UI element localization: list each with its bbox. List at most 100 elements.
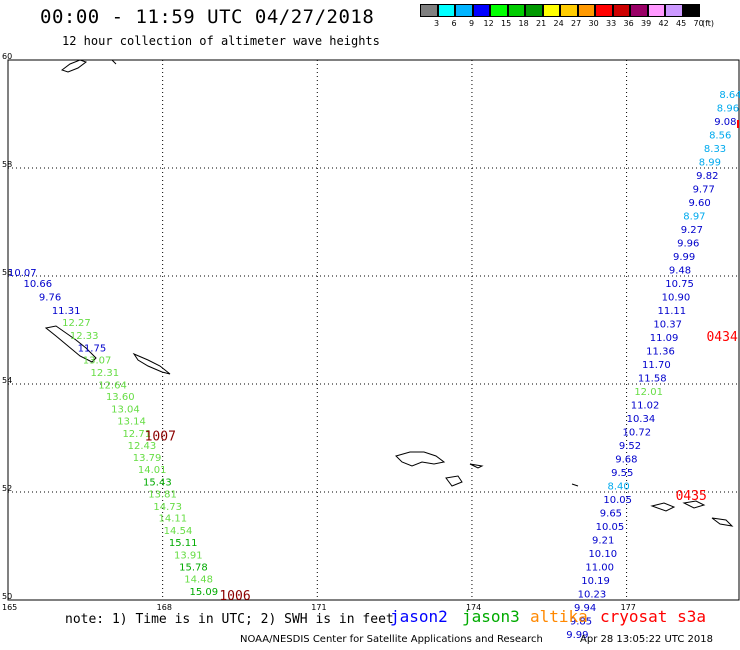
legend-swatch (682, 4, 700, 17)
wave-height-label: 9.55 (611, 468, 633, 479)
legend-label: 6 (451, 19, 457, 28)
wave-height-label: 13.14 (117, 417, 146, 428)
legend-label: 42 (658, 19, 669, 28)
wave-height-label: 13.60 (106, 392, 135, 403)
wave-height-label: 11.75 (78, 344, 107, 355)
wave-height-label: 10.10 (588, 549, 617, 560)
lat-tick-label: 58 (2, 160, 12, 169)
wave-height-label: 10.66 (23, 279, 52, 290)
wave-height-label: 9.99 (566, 630, 588, 641)
track-marker (737, 120, 739, 128)
legend-label: 36 (623, 19, 634, 28)
wave-height-label: 10.05 (596, 522, 625, 533)
wave-height-label: 8.40 (608, 481, 630, 492)
pass-time-label: 1006 (219, 589, 250, 604)
legend-label: 3 (434, 19, 440, 28)
legend-swatch (455, 4, 473, 17)
wave-height-label: 11.09 (650, 333, 679, 344)
lon-tick-label: 165 (2, 603, 17, 612)
coastline (395, 451, 446, 467)
legend-label: 70 (693, 19, 704, 28)
wave-height-label: 15.43 (143, 478, 172, 489)
wave-height-label: 9.68 (615, 454, 637, 465)
wave-height-label: 13.91 (174, 550, 203, 561)
wave-height-label: 8.99 (699, 157, 721, 168)
wave-height-label: 9.82 (696, 171, 718, 182)
wave-height-label: 10.37 (653, 319, 682, 330)
sat-jason3-label: jason3 (462, 607, 520, 626)
coastline (44, 325, 97, 363)
lon-tick-label: 168 (157, 603, 172, 612)
footer-credit: NOAA/NESDIS Center for Satellite Applica… (240, 634, 543, 645)
wave-height-label: 13.81 (148, 489, 177, 500)
legend-swatches (420, 4, 700, 17)
legend-labels: 3 6 9 12 15 18 21 24 27 30 33 36 39 42 45 70 (ft) (420, 17, 714, 29)
pass-time-label: 0435 (676, 489, 707, 504)
sat-cryosat-label: cryosat s3a (600, 607, 706, 626)
coastline (445, 475, 463, 487)
lat-tick-label: 56 (2, 268, 12, 277)
legend-label: 12 (483, 19, 494, 28)
wave-height-legend: 3 6 9 12 15 18 21 24 27 30 33 36 39 42 45 70 (ft) (420, 4, 714, 29)
legend-swatch (437, 4, 455, 17)
coastline (650, 502, 676, 512)
legend-swatch (490, 4, 508, 17)
legend-label: 9 (469, 19, 475, 28)
lat-tick-label: 52 (2, 484, 12, 493)
lat-tick-label: 54 (2, 376, 12, 385)
pass-time-label: 1007 (145, 430, 176, 445)
legend-swatch (507, 4, 525, 17)
wave-height-label: 10.23 (578, 589, 607, 600)
coastline (711, 517, 734, 527)
wave-height-label: 9.65 (600, 508, 622, 519)
wave-height-label: 15.09 (189, 587, 218, 598)
wave-height-label: 12.71 (122, 429, 151, 440)
wave-height-label: 14.54 (164, 526, 193, 537)
wave-height-label: 12.31 (90, 368, 119, 379)
legend-swatch (630, 4, 648, 17)
wave-height-label: 11.31 (52, 306, 81, 317)
wave-height-label: 9.52 (619, 441, 641, 452)
wave-height-label: 9.60 (688, 198, 710, 209)
wave-height-label: 12.27 (62, 318, 91, 329)
legend-label: 15 (501, 19, 512, 28)
lon-tick-label: 177 (621, 603, 636, 612)
wave-height-label: 9.94 (574, 603, 596, 614)
wave-height-label: 8.96 (717, 103, 739, 114)
coastline (682, 500, 706, 509)
wave-height-label: 10.72 (622, 427, 651, 438)
map-subtitle: 12 hour collection of altimeter wave hei… (62, 34, 380, 48)
wave-height-label: 14.73 (153, 502, 182, 513)
legend-label: 33 (606, 19, 617, 28)
pass-time-label: 0434 (706, 330, 737, 345)
wave-height-label: 8.56 (709, 130, 731, 141)
legend-label: 21 (536, 19, 547, 28)
wave-height-label: 12.33 (70, 331, 99, 342)
wave-height-label: 9.99 (673, 252, 695, 263)
wave-height-label: 9.96 (677, 238, 699, 249)
wave-height-label: 12.43 (128, 441, 157, 452)
wave-height-label: 15.78 (179, 562, 208, 573)
legend-label: 24 (553, 19, 564, 28)
wave-height-label: 10.07 (8, 268, 37, 279)
wave-height-label: 9.85 (570, 616, 592, 627)
coastline (571, 483, 579, 487)
legend-swatch (420, 4, 438, 17)
lat-tick-label: 60 (2, 52, 12, 61)
wave-height-label: 9.76 (39, 292, 61, 303)
lon-tick-label: 174 (466, 603, 481, 612)
wave-height-label: 10.05 (603, 495, 632, 506)
wave-height-label: 12.01 (634, 387, 663, 398)
wave-height-label: 8.33 (704, 144, 726, 155)
legend-label: 18 (518, 19, 529, 28)
wave-height-label: 14.11 (159, 514, 188, 525)
note-text: note: 1) Time is in UTC; 2) SWH is in fe… (65, 612, 394, 627)
legend-label: 39 (641, 19, 652, 28)
wave-height-label: 11.58 (638, 373, 667, 384)
legend-swatch (525, 4, 543, 17)
wave-height-label: 14.48 (184, 575, 213, 586)
sat-altika-label: altika (530, 607, 588, 626)
wave-height-label: 11.02 (631, 400, 660, 411)
wave-height-label: 9.77 (693, 184, 715, 195)
